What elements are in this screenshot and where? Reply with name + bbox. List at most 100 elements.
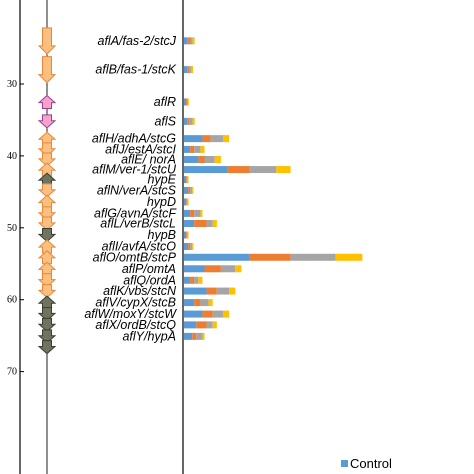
gene-label-22: aflY/hypA xyxy=(122,329,176,343)
bar-gene-16-series-1 xyxy=(204,265,221,273)
bar-gene-4-series-1 xyxy=(202,135,211,143)
bar-gene-19-series-2 xyxy=(200,299,209,307)
bar-gene-22-series-2 xyxy=(196,332,203,340)
bar-gene-13-series-0 xyxy=(184,231,187,239)
bar-gene-10-series-2 xyxy=(186,198,188,206)
bar-gene-17-series-0 xyxy=(184,276,191,284)
bar-gene-10-series-1 xyxy=(186,198,187,206)
bar-gene-1-series-3 xyxy=(191,66,194,74)
bar-gene-7-series-1 xyxy=(227,166,250,174)
gene-label-4: aflH/adhA/stcG xyxy=(92,132,176,146)
bar-gene-18-series-3 xyxy=(229,287,236,295)
expression-bars xyxy=(184,37,363,340)
bar-gene-4-series-3 xyxy=(222,135,230,143)
bar-gene-18-series-0 xyxy=(184,287,207,295)
bar-gene-20-series-0 xyxy=(184,310,203,318)
bar-gene-10-series-0 xyxy=(184,198,187,206)
bar-gene-1-series-0 xyxy=(184,66,188,74)
gene-arrow-13 xyxy=(37,227,57,243)
genome-axis-ticks: 30 40 50 60 70 xyxy=(7,79,24,378)
bar-gene-19-series-1 xyxy=(194,299,201,307)
gene-label-16: aflP/omtA xyxy=(122,262,176,276)
gene-arrow-1 xyxy=(37,56,57,84)
bar-gene-5-series-3 xyxy=(200,145,205,153)
gene-arrow-21 xyxy=(37,317,57,333)
bar-gene-4-series-2 xyxy=(210,135,223,143)
bar-gene-20-series-3 xyxy=(222,310,230,318)
gene-arrow-20 xyxy=(37,307,57,322)
bar-gene-18-series-2 xyxy=(216,287,230,295)
bar-gene-10-series-3 xyxy=(187,198,189,206)
gene-label-17: aflQ/ordA xyxy=(123,273,176,287)
bar-gene-14-series-3 xyxy=(192,242,194,250)
bar-gene-8-series-0 xyxy=(184,176,187,184)
gene-label-20: aflW/moxY/stcW xyxy=(84,307,177,321)
bar-gene-14-series-0 xyxy=(184,242,189,250)
bar-gene-13-series-3 xyxy=(187,231,189,239)
gene-arrow-22 xyxy=(37,329,57,344)
bar-gene-21-series-3 xyxy=(212,321,217,329)
bar-gene-21-series-0 xyxy=(184,321,197,329)
gene-label-1: aflB/fas-1/stcK xyxy=(95,63,176,77)
bar-gene-17-series-3 xyxy=(198,276,203,284)
gene-label-2: aflR xyxy=(154,95,176,109)
bar-gene-21-series-2 xyxy=(206,321,213,329)
bar-gene-7-series-0 xyxy=(184,166,228,174)
bar-gene-8-series-2 xyxy=(186,176,188,184)
gene-arrow-12 xyxy=(37,216,57,231)
tick-label-70: 70 xyxy=(7,367,17,378)
bar-gene-21-series-1 xyxy=(196,321,207,329)
bar-gene-16-series-3 xyxy=(235,265,242,273)
tick-label-60: 60 xyxy=(7,295,17,306)
gene-label-14: aflI/avfA/stcO xyxy=(102,239,177,253)
bar-gene-3-series-1 xyxy=(187,117,190,125)
legend-label-control: Control xyxy=(350,456,392,471)
gene-label-18: aflK/vbs/stcN xyxy=(103,284,177,298)
gene-arrow-cropped xyxy=(37,340,57,355)
bar-gene-13-series-1 xyxy=(186,231,187,239)
bar-gene-22-series-3 xyxy=(202,332,205,340)
gene-arrows xyxy=(37,0,57,474)
gene-label-11: aflG/avnA/stcF xyxy=(94,206,177,220)
gene-label-5: aflJ/estA/stcI xyxy=(105,142,176,156)
bar-gene-9-series-0 xyxy=(184,186,189,194)
bar-gene-11-series-3 xyxy=(200,209,203,217)
bar-gene-12-series-2 xyxy=(206,219,213,227)
bar-gene-0-series-2 xyxy=(190,37,193,45)
bar-gene-20-series-1 xyxy=(202,310,213,318)
bar-gene-2-series-0 xyxy=(184,98,187,106)
bar-gene-22-series-0 xyxy=(184,332,193,340)
bar-gene-6-series-0 xyxy=(184,155,199,163)
bar-gene-12-series-1 xyxy=(194,219,207,227)
bar-gene-3-series-2 xyxy=(189,117,193,125)
bar-gene-2-series-1 xyxy=(186,98,188,106)
bar-gene-20-series-2 xyxy=(212,310,223,318)
bar-gene-11-series-1 xyxy=(190,209,195,217)
bar-gene-3-series-3 xyxy=(192,117,195,125)
bar-gene-15-series-0 xyxy=(184,253,250,261)
bar-gene-6-series-3 xyxy=(214,155,221,163)
gene-labels: aflA/fas-2/stcJ aflB/fas-1/stcK aflR aflS af… xyxy=(84,34,177,344)
gene-arrow-5 xyxy=(37,142,57,157)
gene-label-0: aflA/fas-2/stcJ xyxy=(98,34,177,48)
gene-arrow-18 xyxy=(37,284,57,299)
gene-label-12: aflL/verB/stcL xyxy=(100,216,176,230)
gene-label-6: aflE/ norA xyxy=(121,152,176,166)
bar-gene-19-series-0 xyxy=(184,299,195,307)
bar-gene-1-series-2 xyxy=(189,66,192,74)
bar-gene-9-series-3 xyxy=(192,186,194,194)
bar-gene-19-series-3 xyxy=(208,299,213,307)
tick-label-50: 50 xyxy=(7,223,17,234)
bar-gene-7-series-3 xyxy=(276,166,291,174)
legend: Control xyxy=(341,456,392,471)
bar-gene-0-series-3 xyxy=(192,37,195,45)
legend-swatch-control xyxy=(341,460,348,467)
bar-gene-1-series-1 xyxy=(187,66,190,74)
bar-gene-18-series-1 xyxy=(206,287,217,295)
bar-gene-12-series-3 xyxy=(212,219,217,227)
bar-gene-8-series-3 xyxy=(187,176,189,184)
bar-gene-7-series-2 xyxy=(249,166,277,174)
gene-label-8: hypE xyxy=(148,173,177,187)
bar-gene-5-series-0 xyxy=(184,145,191,153)
